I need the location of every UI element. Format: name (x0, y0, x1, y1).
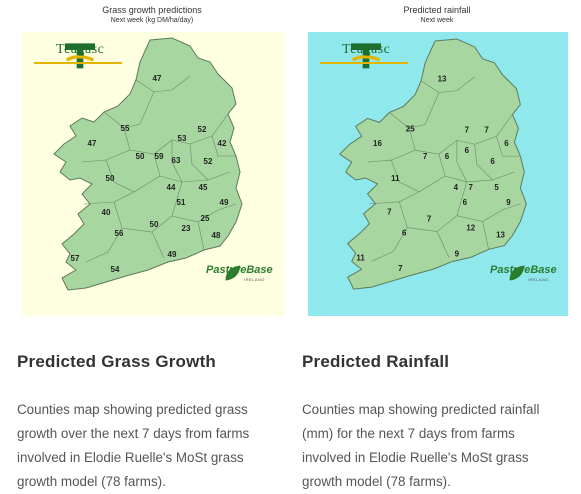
county-label: 23 (182, 224, 191, 233)
county-label: 49 (168, 250, 177, 259)
county-label: 47 (153, 74, 162, 83)
county-label: 49 (220, 198, 229, 207)
county-label: 5 (494, 183, 499, 192)
grass-growth-map-panel: Grass growth predictions Next week (kg D… (16, 0, 288, 318)
map-subtitle: Next week (kg DM/ha/day) (110, 17, 194, 24)
ireland-landmass (53, 37, 243, 291)
teagasc-logo-bar (34, 62, 122, 64)
teagasc-logo-text: Teagasc (342, 42, 391, 57)
county-label: 56 (115, 229, 124, 238)
county-label: 63 (172, 156, 181, 165)
county-label: 51 (177, 198, 186, 207)
rainfall-card: Predicted rainfall Next week (301, 0, 573, 489)
pasturebase-logo-subtext: IRELAND (244, 277, 265, 282)
county-label: 7 (427, 215, 432, 224)
rainfall-map[interactable]: 13 25 7 7 16 7 6 6 6 6 11 4 7 5 7 6 9 (308, 32, 568, 316)
county-label: 50 (150, 220, 159, 229)
teagasc-logo-icon (351, 43, 381, 69)
county-label: 4 (454, 183, 459, 192)
teagasc-logo-bar (320, 62, 408, 64)
grass-growth-card: Grass growth predictions Next week (kg D… (16, 0, 288, 489)
county-label: 6 (445, 152, 450, 161)
county-label: 7 (465, 125, 470, 134)
ireland-landmass (338, 38, 527, 290)
county-label: 25 (406, 124, 415, 133)
county-label: 48 (212, 231, 221, 240)
county-label: 25 (201, 214, 210, 223)
pasturebase-logo: PastureBase IRELAND (192, 264, 274, 282)
county-label: 44 (167, 183, 176, 192)
county-label: 6 (504, 139, 509, 148)
county-label: 9 (506, 198, 511, 207)
card-description: Counties map showing predicted rainfall … (302, 402, 540, 489)
pasturebase-leaf-icon (225, 265, 241, 281)
county-label: 55 (121, 124, 130, 133)
pasturebase-leaf-icon (509, 265, 525, 281)
county-label: 6 (490, 157, 495, 166)
county-label: 50 (106, 174, 115, 183)
county-label: 16 (373, 139, 382, 148)
county-label: 13 (438, 75, 447, 84)
ireland-counties-map: 13 25 7 7 16 7 6 6 6 6 11 4 7 5 7 6 9 (338, 38, 527, 290)
county-label: 54 (111, 265, 120, 274)
county-label: 7 (484, 125, 489, 134)
county-label: 9 (455, 249, 460, 258)
teagasc-logo-icon (65, 43, 95, 69)
teagasc-logo: Teagasc (34, 40, 126, 70)
map-subtitle: Next week (420, 17, 454, 24)
grass-growth-map[interactable]: 47 55 53 52 47 42 59 63 50 52 44 45 50 5… (22, 32, 284, 316)
teagasc-logo: Teagasc (320, 40, 412, 70)
county-label: 57 (71, 254, 80, 263)
county-label: 52 (198, 125, 207, 134)
county-label: 11 (356, 253, 365, 262)
county-label: 7 (423, 152, 428, 161)
county-label: 7 (398, 264, 403, 273)
pasturebase-logo-subtext: IRELAND (528, 277, 549, 282)
county-label: 52 (204, 157, 213, 166)
county-label: 7 (469, 183, 474, 192)
rainfall-map-panel: Predicted rainfall Next week (301, 0, 573, 318)
county-label: 13 (496, 231, 505, 240)
county-label: 53 (178, 134, 187, 143)
county-label: 40 (102, 208, 111, 217)
county-label: 6 (402, 229, 407, 238)
card-description: Counties map showing predicted grass gro… (17, 402, 250, 489)
county-label: 45 (199, 183, 208, 192)
county-label: 11 (391, 174, 400, 183)
card-heading: Predicted Grass Growth (17, 352, 217, 371)
county-label: 6 (465, 146, 470, 155)
pasturebase-logo-text: PastureBase (490, 264, 557, 276)
county-label: 6 (463, 198, 468, 207)
map-title: Grass growth predictions (102, 5, 202, 15)
ireland-counties-map: 47 55 53 52 47 42 59 63 50 52 44 45 50 5… (53, 37, 243, 291)
county-value-labels: 47 55 53 52 47 42 59 63 50 52 44 45 50 5… (71, 74, 229, 274)
county-label: 42 (218, 139, 227, 148)
county-label: 7 (387, 208, 392, 217)
county-value-labels: 13 25 7 7 16 7 6 6 6 6 11 4 7 5 7 6 9 (356, 75, 511, 274)
pasturebase-logo: PastureBase IRELAND (476, 264, 558, 282)
map-title: Predicted rainfall (403, 5, 471, 15)
county-label: 12 (466, 224, 475, 233)
pasturebase-logo-text: PastureBase (206, 264, 273, 276)
county-label: 47 (88, 139, 97, 148)
county-label: 59 (155, 152, 164, 161)
card-heading: Predicted Rainfall (302, 352, 450, 371)
teagasc-logo-text: Teagasc (56, 42, 105, 57)
county-label: 50 (136, 152, 145, 161)
